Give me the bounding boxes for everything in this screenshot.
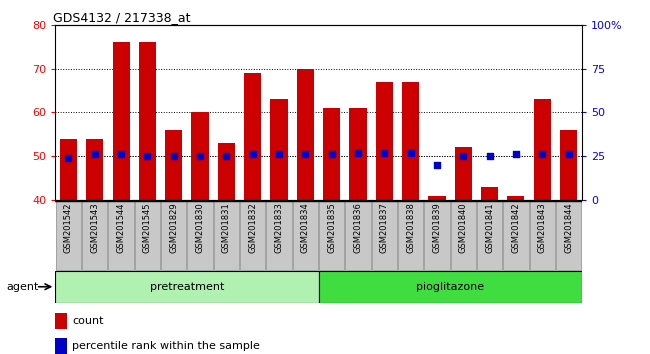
Bar [481,187,498,200]
Point [406,150,416,155]
Text: GSM201832: GSM201832 [248,202,257,253]
FancyBboxPatch shape [161,201,187,270]
FancyBboxPatch shape [82,201,107,270]
Point [221,153,231,159]
Text: percentile rank within the sample: percentile rank within the sample [72,341,260,351]
Bar [55,313,67,329]
FancyBboxPatch shape [477,201,502,270]
Point [432,162,442,168]
FancyBboxPatch shape [345,201,370,270]
Point [248,152,258,157]
Text: GSM201542: GSM201542 [64,202,73,253]
Point [63,155,73,161]
Point [168,153,179,159]
Text: GSM201837: GSM201837 [380,202,389,253]
Point [458,153,469,159]
Text: GSM201834: GSM201834 [301,202,310,253]
Bar [192,113,209,200]
Text: GSM201833: GSM201833 [274,202,283,253]
Text: GDS4132 / 217338_at: GDS4132 / 217338_at [53,11,190,24]
Point [90,152,100,157]
Point [195,153,205,159]
Text: GSM201545: GSM201545 [143,202,152,253]
Bar [508,196,525,200]
FancyBboxPatch shape [319,201,344,270]
Point [537,152,547,157]
Bar [323,108,340,200]
Bar [86,139,103,200]
Text: GSM201843: GSM201843 [538,202,547,253]
Bar [376,82,393,200]
FancyBboxPatch shape [398,201,423,270]
Bar [297,69,314,200]
FancyBboxPatch shape [424,201,450,270]
Text: GSM201836: GSM201836 [354,202,363,253]
FancyBboxPatch shape [292,201,318,270]
FancyBboxPatch shape [556,201,581,270]
Point [511,152,521,157]
Bar [560,130,577,200]
Bar [55,271,318,303]
Point [564,152,574,157]
Bar [244,73,261,200]
FancyBboxPatch shape [372,201,397,270]
Bar [534,99,551,200]
Bar [402,82,419,200]
FancyBboxPatch shape [135,201,160,270]
Bar [60,139,77,200]
Point [379,150,389,155]
FancyBboxPatch shape [240,201,265,270]
Point [116,152,126,157]
Bar [270,99,287,200]
Text: GSM201544: GSM201544 [116,202,125,253]
FancyBboxPatch shape [56,201,81,270]
Bar [455,147,472,200]
Bar [139,42,156,200]
Bar [318,271,582,303]
Point [326,152,337,157]
Text: GSM201839: GSM201839 [432,202,441,253]
Text: GSM201835: GSM201835 [327,202,336,253]
Bar [428,196,445,200]
Text: GSM201543: GSM201543 [90,202,99,253]
Point [484,153,495,159]
Text: GSM201841: GSM201841 [485,202,494,253]
FancyBboxPatch shape [214,201,239,270]
Text: GSM201838: GSM201838 [406,202,415,253]
Text: agent: agent [6,282,39,292]
Point [353,150,363,155]
Point [274,152,284,157]
Bar [350,108,367,200]
FancyBboxPatch shape [266,201,292,270]
Text: pretreatment: pretreatment [150,282,224,292]
FancyBboxPatch shape [109,201,134,270]
FancyBboxPatch shape [503,201,528,270]
Bar [55,338,67,354]
Text: GSM201844: GSM201844 [564,202,573,253]
Text: GSM201831: GSM201831 [222,202,231,253]
FancyBboxPatch shape [450,201,476,270]
FancyBboxPatch shape [187,201,213,270]
Text: GSM201829: GSM201829 [169,202,178,253]
Text: GSM201842: GSM201842 [512,202,521,253]
Bar [112,42,129,200]
Point [300,152,311,157]
Text: GSM201840: GSM201840 [459,202,468,253]
FancyBboxPatch shape [530,201,555,270]
Bar [218,143,235,200]
Text: pioglitazone: pioglitazone [416,282,484,292]
Point [142,153,153,159]
Text: count: count [72,315,103,326]
Text: GSM201830: GSM201830 [196,202,205,253]
Bar [165,130,182,200]
